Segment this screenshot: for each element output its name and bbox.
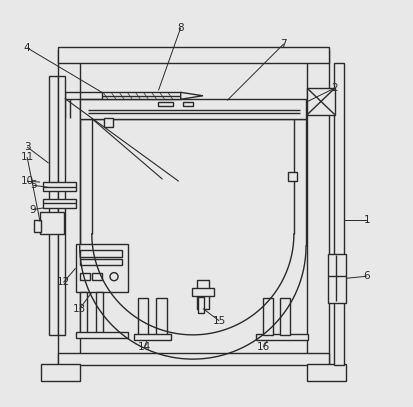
Bar [306,364,345,381]
Bar [92,273,102,280]
Bar [76,244,128,292]
Bar [79,99,305,118]
Text: 1: 1 [363,214,369,225]
Bar [262,298,272,335]
Bar [134,334,170,340]
Bar [255,334,307,340]
Bar [95,292,103,335]
Polygon shape [180,92,202,99]
Bar [328,254,346,302]
Bar [279,298,289,335]
Text: 7: 7 [280,39,287,49]
Text: 11: 11 [21,152,34,162]
Bar [156,298,166,335]
Bar [79,259,122,265]
Text: 13: 13 [73,304,86,314]
Bar [79,273,90,280]
Bar [104,118,113,127]
Bar [48,76,58,335]
Text: 16: 16 [256,342,270,352]
Bar [158,102,172,107]
Bar [306,88,334,115]
Bar [58,50,80,365]
Bar [182,102,192,107]
Bar [287,173,296,181]
Bar [76,332,128,338]
Text: 12: 12 [57,277,70,287]
Text: 9: 9 [30,205,36,214]
Text: 4: 4 [24,43,31,53]
Text: 10: 10 [21,176,33,186]
Bar [79,249,122,257]
Text: 14: 14 [138,342,151,352]
Bar [102,92,180,99]
Bar [191,288,214,296]
Bar [58,353,329,365]
Text: 6: 6 [363,271,369,281]
Text: 8: 8 [177,23,184,33]
Bar [41,364,79,381]
Text: 5: 5 [30,180,36,190]
Bar [43,182,76,191]
Bar [79,292,87,335]
Text: 3: 3 [24,142,31,152]
Bar [138,298,148,335]
Bar [197,280,209,309]
Bar [58,76,64,335]
Bar [40,212,64,234]
Bar [43,199,76,208]
Bar [58,48,329,63]
Bar [34,220,41,232]
Bar [306,50,329,365]
Bar [198,297,203,313]
Text: 2: 2 [330,83,337,93]
Text: 15: 15 [212,316,225,326]
Bar [334,63,344,365]
